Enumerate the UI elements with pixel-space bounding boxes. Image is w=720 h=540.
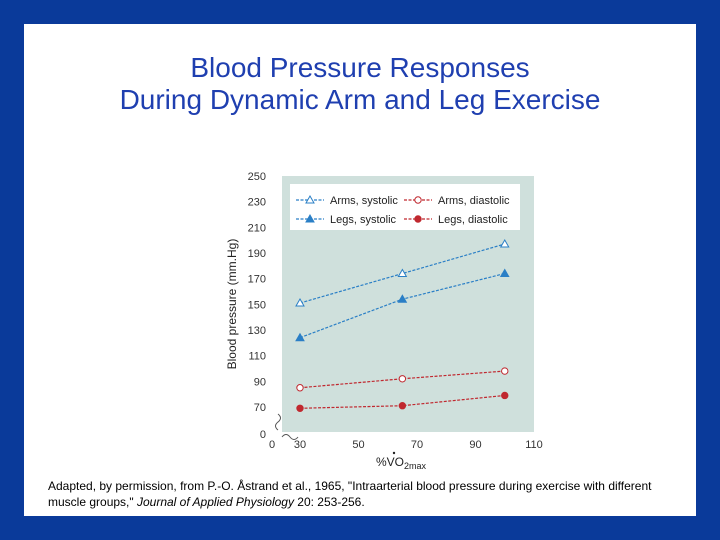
legend-label-arms-systolic: Arms, systolic [330, 195, 398, 207]
point-arms-diastolic-30 [296, 384, 304, 392]
y-tick-170: 170 [248, 274, 266, 286]
y-tick-250: 250 [248, 171, 266, 183]
x-axis-label-base: %VO [376, 455, 404, 469]
slide-title: Blood Pressure Responses During Dynamic … [24, 52, 696, 116]
x-tick-30: 30 [294, 439, 306, 451]
legend-marker-legs-systolic [305, 213, 315, 223]
axes: 0 70 90 110 130 150 170 190 210 230 250 0 30 50 70 90 11… [248, 171, 543, 455]
x-axis-break-icon [281, 434, 299, 440]
x-tick-110: 110 [525, 439, 543, 451]
legend-marker-arms-diastolic [414, 196, 422, 204]
v-dot-accent [392, 451, 396, 455]
point-legs-diastolic-100 [501, 391, 509, 400]
caption-citation: 20: 253-256. [293, 495, 365, 509]
slide: Blood Pressure Responses During Dynamic … [24, 24, 696, 516]
legend-label-legs-systolic: Legs, systolic [330, 214, 397, 226]
legend-marker-arms-systolic [305, 194, 315, 204]
y-tick-230: 230 [248, 197, 266, 209]
series-line-legs-diastolic [299, 394, 505, 409]
point-legs-diastolic-65 [398, 402, 407, 410]
point-arms-systolic-65 [397, 268, 408, 278]
point-legs-systolic-30 [295, 332, 305, 342]
y-tick-90: 90 [254, 376, 266, 388]
series-line-arms-systolic [299, 243, 505, 304]
caption-text: Adapted, by permission, from P.-O. Åstra… [48, 479, 652, 509]
y-tick-150: 150 [248, 299, 266, 311]
x-tick-90: 90 [469, 439, 481, 451]
point-legs-systolic-65 [397, 294, 408, 303]
legend-marker-legs-diastolic [414, 215, 422, 223]
legend: Arms, systolic Arms, diastolic Legs, systo… [290, 184, 520, 230]
x-tick-0: 0 [269, 439, 275, 451]
point-arms-systolic-100 [499, 239, 510, 248]
point-legs-systolic-100 [499, 268, 510, 278]
legend-box [290, 184, 520, 230]
title-line-1: Blood Pressure Responses [190, 52, 530, 83]
x-tick-70: 70 [411, 439, 423, 451]
series-line-arms-diastolic [299, 370, 505, 389]
legend-label-arms-diastolic: Arms, diastolic [438, 195, 510, 207]
y-tick-210: 210 [248, 222, 266, 234]
y-tick-0: 0 [260, 429, 266, 441]
source-caption: Adapted, by permission, from P.-O. Åstra… [48, 478, 688, 510]
legend-label-legs-diastolic: Legs, diastolic [438, 214, 508, 226]
point-arms-diastolic-65 [398, 375, 407, 383]
blood-pressure-chart: 0 70 90 110 130 150 170 190 210 230 250 0 30 50 70 90 11… [225, 171, 543, 471]
x-axis-label-subscript: 2max [404, 461, 427, 471]
y-tick-70: 70 [254, 402, 266, 414]
point-arms-systolic-30 [295, 298, 305, 307]
y-tick-110: 110 [248, 351, 266, 363]
y-tick-190: 190 [248, 248, 266, 260]
y-axis-break-icon [275, 413, 281, 431]
point-legs-diastolic-30 [296, 404, 304, 412]
title-line-2: During Dynamic Arm and Leg Exercise [119, 84, 601, 115]
y-axis-label: Blood pressure (mm.Hg) [225, 239, 239, 370]
point-arms-diastolic-100 [501, 367, 509, 375]
caption-journal: Journal of Applied Physiology [136, 495, 294, 509]
series-markers [295, 239, 510, 412]
x-tick-50: 50 [352, 439, 364, 451]
y-tick-130: 130 [248, 325, 266, 337]
x-axis-label: %VO2max [376, 455, 427, 471]
